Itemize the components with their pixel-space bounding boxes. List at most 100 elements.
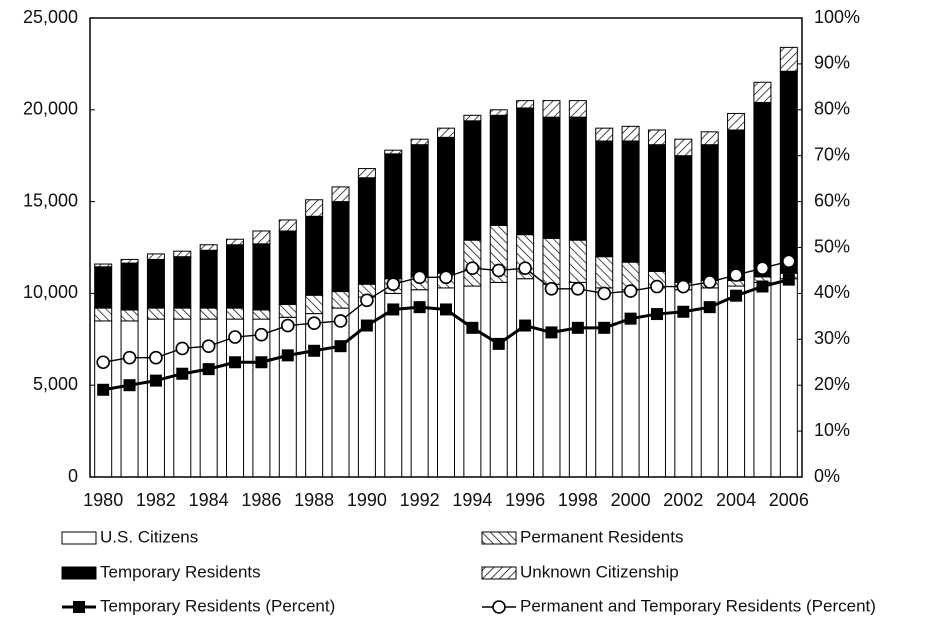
bar-segment bbox=[595, 256, 614, 289]
line-marker bbox=[360, 319, 373, 332]
y2-tick-label: 0% bbox=[814, 466, 840, 486]
bar-segment bbox=[331, 307, 350, 478]
bar-segment bbox=[120, 262, 139, 311]
bar-segment bbox=[226, 238, 245, 246]
line-marker bbox=[255, 356, 268, 369]
bar-segment bbox=[753, 281, 772, 478]
line-marker bbox=[624, 312, 637, 325]
bar-segment bbox=[146, 318, 165, 478]
line-marker bbox=[650, 279, 664, 294]
bar-segment bbox=[621, 140, 640, 263]
line-marker bbox=[175, 341, 190, 356]
line-marker bbox=[149, 350, 163, 365]
x-tick-label: 2004 bbox=[716, 490, 756, 510]
bar-segment bbox=[568, 281, 587, 478]
bar-segment bbox=[779, 278, 798, 478]
bar-segment bbox=[331, 291, 350, 309]
line-marker bbox=[623, 284, 638, 298]
bar-segment bbox=[542, 100, 561, 118]
y-tick-label: 25,000 bbox=[23, 7, 78, 27]
bar-segment bbox=[94, 266, 113, 309]
y2-tick-label: 30% bbox=[814, 328, 850, 348]
legend-label: Unknown Citizenship bbox=[520, 562, 679, 581]
bar-segment bbox=[542, 116, 561, 239]
bar-segment bbox=[357, 168, 376, 179]
bar-segment bbox=[173, 307, 192, 320]
line-marker bbox=[360, 293, 374, 308]
bar-segment bbox=[305, 215, 324, 296]
bar-segment bbox=[542, 237, 561, 285]
bar-segment bbox=[226, 307, 245, 320]
line-marker bbox=[598, 321, 611, 334]
legend-swatch bbox=[481, 566, 517, 580]
bar-segment bbox=[516, 107, 535, 236]
line-marker bbox=[122, 350, 137, 365]
bar-segment bbox=[516, 100, 535, 109]
bar-segment bbox=[278, 316, 297, 478]
line-marker bbox=[440, 303, 452, 316]
bar-segment bbox=[568, 239, 587, 283]
line-marker bbox=[545, 326, 558, 339]
bar-segment bbox=[410, 289, 429, 478]
bar-segment bbox=[727, 285, 746, 478]
bar-segment bbox=[595, 140, 614, 258]
bar-segment bbox=[384, 292, 403, 478]
line-marker bbox=[571, 321, 584, 334]
line-marker bbox=[466, 321, 479, 334]
bar-segment bbox=[199, 307, 218, 320]
line-marker bbox=[702, 275, 717, 289]
bar-segment bbox=[700, 287, 719, 478]
bar-segment bbox=[94, 307, 113, 322]
bar-segment bbox=[516, 278, 535, 478]
x-tick-label: 1982 bbox=[136, 490, 176, 510]
bar-segment bbox=[489, 114, 508, 226]
plot-frame bbox=[89, 17, 803, 478]
bar-segment bbox=[437, 127, 455, 138]
x-tick-label: 1992 bbox=[400, 490, 440, 510]
bar-segment bbox=[779, 46, 798, 72]
bar-segment bbox=[384, 149, 403, 155]
bar-segment bbox=[595, 127, 614, 142]
bar-segment bbox=[384, 153, 403, 280]
line-marker bbox=[756, 280, 769, 293]
y-tick-label: 15,000 bbox=[23, 190, 78, 210]
line-marker bbox=[387, 303, 400, 316]
line-marker bbox=[676, 279, 691, 294]
bar-segment bbox=[753, 101, 772, 278]
legend-marker bbox=[73, 601, 85, 613]
bar-segment bbox=[305, 294, 324, 315]
bar-segment bbox=[199, 249, 218, 309]
bar-segment bbox=[278, 303, 297, 318]
bar-segment bbox=[727, 112, 746, 131]
bar-segment bbox=[94, 320, 113, 478]
line-marker bbox=[439, 270, 453, 285]
y2-tick-label: 70% bbox=[814, 144, 850, 164]
line-marker bbox=[280, 318, 295, 333]
bar-segment bbox=[595, 287, 614, 478]
bar-segment bbox=[252, 230, 271, 245]
bar-segment bbox=[647, 144, 666, 272]
y2-tick-label: 90% bbox=[814, 53, 850, 73]
bar-segment bbox=[252, 243, 271, 311]
y2-tick-label: 20% bbox=[814, 374, 850, 394]
line-marker bbox=[228, 330, 242, 344]
bar-segment bbox=[410, 138, 429, 146]
bar-segment bbox=[700, 144, 719, 282]
bar-segment bbox=[252, 318, 271, 478]
bar-segment bbox=[120, 258, 139, 264]
bar-segment bbox=[199, 244, 218, 251]
bar-segment bbox=[779, 70, 798, 274]
bar-segment bbox=[437, 287, 455, 478]
line-marker bbox=[334, 340, 347, 353]
line-marker bbox=[597, 286, 612, 301]
bar-segment bbox=[463, 114, 482, 122]
line-marker bbox=[677, 305, 690, 318]
bar-segment bbox=[542, 283, 561, 478]
line-marker bbox=[544, 282, 559, 296]
legend-label: Permanent and Temporary Residents (Perce… bbox=[520, 596, 876, 615]
bar-segment bbox=[437, 136, 455, 274]
bar-segment bbox=[331, 201, 350, 293]
x-tick-label: 1990 bbox=[347, 490, 387, 510]
bar-segment bbox=[410, 144, 429, 278]
